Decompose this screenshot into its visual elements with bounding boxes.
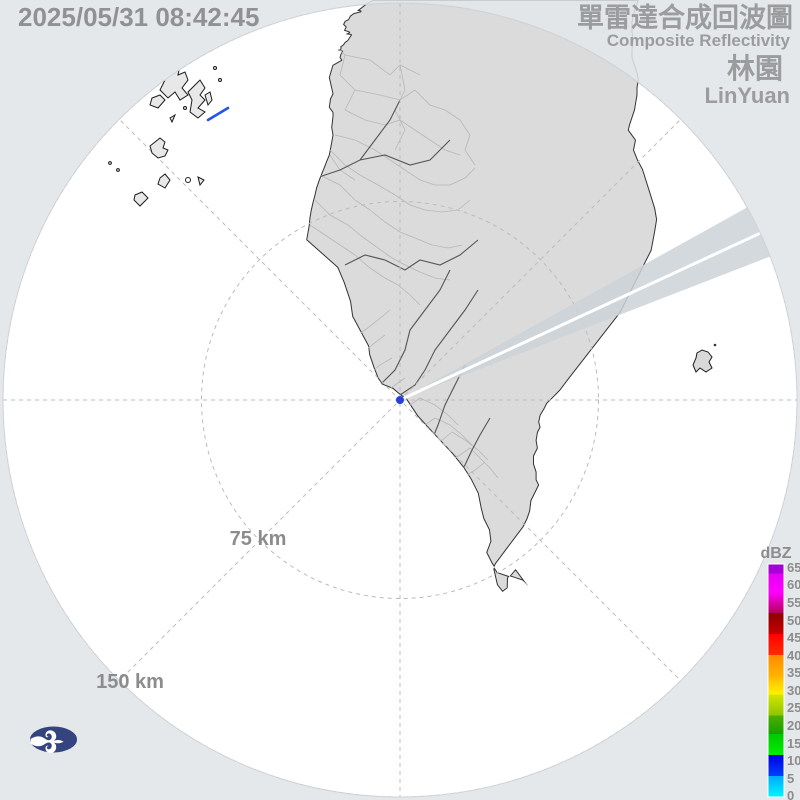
svg-text:15: 15	[787, 736, 800, 751]
svg-text:LinYuan: LinYuan	[704, 83, 790, 108]
svg-text:Composite Reflectivity: Composite Reflectivity	[607, 31, 791, 50]
svg-text:2025/05/31 08:42:45: 2025/05/31 08:42:45	[18, 2, 259, 32]
svg-text:150 km: 150 km	[96, 671, 164, 693]
svg-text:25: 25	[787, 700, 800, 715]
svg-text:5: 5	[787, 771, 794, 786]
svg-text:單雷達合成回波圖: 單雷達合成回波圖	[577, 2, 793, 33]
svg-text:45: 45	[787, 630, 800, 645]
svg-text:20: 20	[787, 718, 800, 733]
svg-text:50: 50	[787, 613, 800, 628]
svg-text:35: 35	[787, 665, 800, 680]
svg-text:65: 65	[787, 560, 800, 575]
svg-text:75 km: 75 km	[230, 528, 287, 550]
svg-text:55: 55	[787, 595, 800, 610]
svg-text:林園: 林園	[727, 53, 783, 84]
svg-text:10: 10	[787, 753, 800, 768]
svg-text:0: 0	[787, 788, 794, 800]
svg-text:30: 30	[787, 683, 800, 698]
svg-text:40: 40	[787, 648, 800, 663]
svg-text:60: 60	[787, 577, 800, 592]
